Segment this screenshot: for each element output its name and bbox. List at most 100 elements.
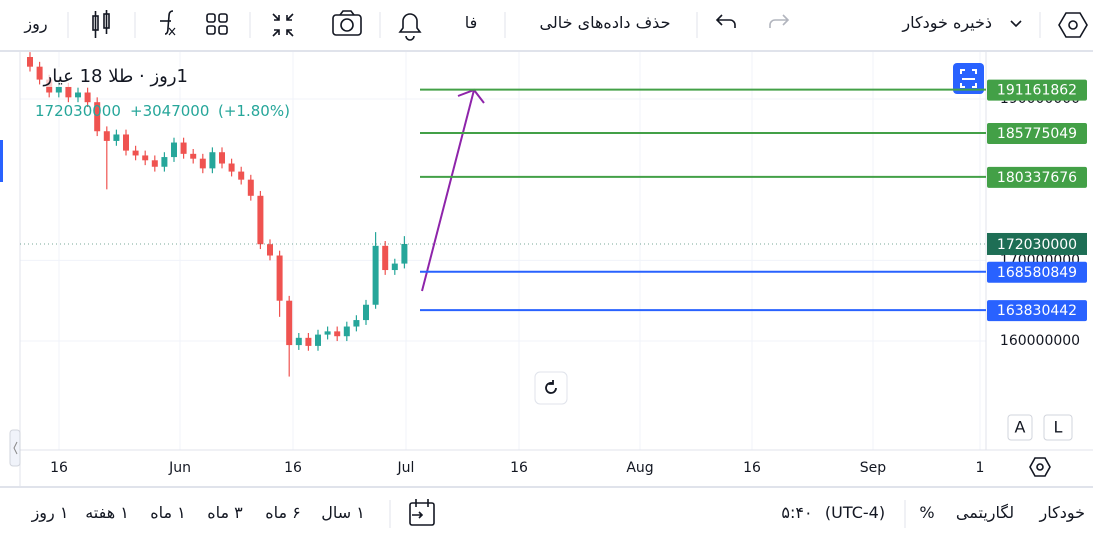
candle-body: [75, 92, 81, 98]
time-axis-label: 16: [284, 460, 302, 476]
level-label: 180337676: [997, 170, 1077, 186]
candle-body: [401, 243, 408, 264]
level-label: 168580849: [997, 265, 1077, 281]
level-badge: [987, 300, 1087, 322]
log-scale-button[interactable]: [1043, 414, 1073, 441]
range-button[interactable]: ۳ ماه: [207, 503, 243, 522]
layout-icon[interactable]: [206, 13, 228, 35]
level-badge: [987, 261, 1087, 283]
reset-icon: [545, 380, 557, 394]
candle-body: [219, 152, 225, 164]
level-label: 185775049: [997, 126, 1077, 142]
candle-body: [343, 326, 350, 337]
alert-icon[interactable]: [398, 13, 422, 41]
timezone-button[interactable]: (UTC-4): [824, 503, 886, 522]
level-badge: [987, 166, 1087, 188]
candle-body: [295, 337, 302, 346]
candle-body: [151, 160, 158, 167]
undo-icon[interactable]: [715, 14, 736, 28]
time-axis-label: Aug: [626, 460, 653, 476]
candle-body: [382, 245, 389, 271]
time-axis-label: Jul: [397, 460, 415, 476]
candle-body: [372, 245, 379, 305]
candle-body: [257, 195, 264, 245]
candle-body: [267, 244, 273, 256]
candles-icon[interactable]: [92, 10, 110, 38]
candle-body: [55, 86, 62, 93]
last-price-badge: [987, 232, 1087, 255]
range-button[interactable]: ۱ سال: [321, 503, 365, 522]
fullscreen-icon[interactable]: [272, 13, 294, 37]
candle-body: [142, 155, 149, 161]
axis-settings-icon[interactable]: [1029, 457, 1051, 477]
autosave-button[interactable]: ذخیره خودکار: [902, 13, 992, 32]
candle-body: [94, 102, 101, 132]
log-button[interactable]: لگاریتمی: [955, 503, 1015, 522]
remove-empty-button[interactable]: حذف داده‌های خالی: [539, 13, 671, 32]
autosave-chevron[interactable]: [1010, 20, 1022, 28]
camera-icon[interactable]: [332, 10, 362, 36]
time-axis-label: Sep: [860, 460, 887, 476]
collapse-icon: [13, 441, 18, 455]
clock: ۵:۴۰: [781, 503, 813, 522]
time-axis-label: 16: [50, 460, 68, 476]
side-indicator: [0, 140, 3, 182]
candle-body: [334, 331, 341, 337]
interval-button[interactable]: روز: [24, 14, 48, 33]
time-axis-label: 16: [743, 460, 761, 476]
auto-scale-label: A: [1015, 418, 1026, 437]
candle-body: [315, 334, 321, 346]
symbol-title: 1روز · طلا 18 عیار: [43, 66, 188, 87]
range-button[interactable]: ۶ ماه: [265, 503, 301, 522]
candle-body: [228, 163, 235, 172]
candle-body: [199, 158, 206, 169]
candle-body: [190, 153, 197, 159]
time-axis-label: 16: [510, 460, 528, 476]
price-axis-label: 160000000: [1000, 333, 1080, 349]
candle-body: [247, 179, 254, 196]
candle-body: [209, 152, 216, 169]
level-badge: [987, 79, 1087, 101]
range-button[interactable]: ۱ هفته: [85, 503, 129, 522]
candle-body: [180, 142, 187, 154]
reset-button[interactable]: [534, 371, 568, 405]
candle-body: [161, 157, 168, 167]
candle-body: [103, 131, 110, 141]
settings-icon[interactable]: [1058, 12, 1088, 38]
candle-body: [171, 142, 177, 158]
indicators-icon[interactable]: [160, 10, 176, 36]
language-button[interactable]: فا: [464, 13, 478, 32]
level-label: 163830442: [997, 303, 1077, 319]
candle-body: [305, 337, 312, 346]
candle-body: [36, 66, 43, 80]
candle-body: [132, 150, 139, 156]
candle-body: [238, 171, 245, 180]
candle-body: [113, 134, 120, 141]
level-label: 191161862: [997, 83, 1077, 99]
log-scale-label: L: [1054, 418, 1063, 437]
legend-last: 172030000: [35, 102, 121, 120]
percent-button[interactable]: %: [919, 503, 935, 522]
range-button[interactable]: ۱ روز: [31, 503, 69, 522]
candle-body: [276, 255, 283, 301]
time-axis-label: Jun: [168, 460, 191, 476]
fullscreen-button-icon: [960, 69, 977, 88]
time-axis-label: 1: [976, 460, 985, 476]
auto-button[interactable]: خودکار: [1039, 503, 1086, 522]
candle-body: [391, 263, 398, 271]
auto-scale-button[interactable]: [1007, 414, 1033, 441]
candle-body: [286, 300, 293, 346]
toolbar-icons: [92, 10, 1088, 526]
legend-change-pct: (+1.80%): [218, 102, 290, 120]
candle-body: [65, 86, 72, 98]
candle-body: [27, 57, 33, 67]
range-button[interactable]: ۱ ماه: [150, 503, 186, 522]
toolbar-separators: [67, 12, 1041, 528]
candle-body: [324, 331, 331, 335]
collapse-handle[interactable]: [9, 429, 21, 467]
last-price-label: 172030000: [997, 237, 1077, 253]
redo-icon: [769, 14, 790, 28]
goto-date-icon[interactable]: [409, 499, 435, 526]
